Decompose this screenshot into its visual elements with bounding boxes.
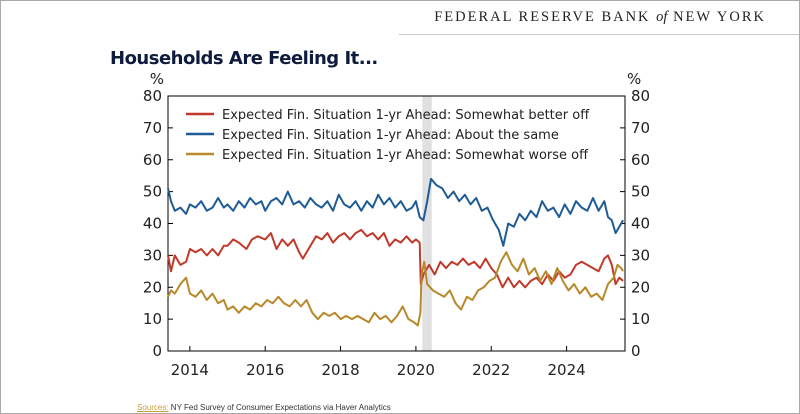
source-label: Sources: [137, 403, 169, 412]
y-tick-label-right: 10 [631, 310, 650, 328]
x-tick-label: 2020 [397, 361, 435, 379]
y-tick-label-left: 0 [152, 342, 162, 360]
y-tick-label-left: 70 [143, 119, 162, 137]
y-tick-label-right: 70 [631, 119, 650, 137]
x-tick-label: 2024 [548, 361, 586, 379]
x-tick-label: 2016 [246, 361, 284, 379]
y-tick-label-left: 10 [143, 310, 162, 328]
brand-main: FEDERAL RESERVE BANK [434, 9, 651, 25]
y-tick-label-left: 40 [143, 215, 162, 233]
y-tick-label-right: 20 [631, 278, 650, 296]
legend-label-better: Expected Fin. Situation 1-yr Ahead: Some… [222, 108, 590, 123]
y-tick-label-right: 80 [631, 87, 650, 105]
y-tick-label-right: 50 [631, 183, 650, 201]
legend-label-same: Expected Fin. Situation 1-yr Ahead: Abou… [222, 128, 559, 143]
y-tick-label-right: 40 [631, 215, 650, 233]
legend-label-worse: Expected Fin. Situation 1-yr Ahead: Some… [222, 148, 589, 163]
shaded-period [422, 96, 432, 351]
series-line-worse [167, 251, 624, 327]
y-unit-right: % [627, 70, 641, 88]
series-line-same [167, 177, 624, 247]
y-tick-label-left: 30 [143, 246, 162, 264]
y-tick-label-left: 50 [143, 183, 162, 201]
x-tick-label: 2014 [171, 361, 209, 379]
x-tick-label: 2022 [472, 361, 510, 379]
y-tick-label-left: 80 [143, 87, 162, 105]
brand-of: of [656, 9, 668, 25]
x-tick-label: 2018 [321, 361, 359, 379]
y-tick-label-right: 30 [631, 246, 650, 264]
y-tick-label-left: 60 [143, 151, 162, 169]
source-note: Sources: NY Fed Survey of Consumer Expec… [137, 403, 391, 412]
y-tick-label-left: 20 [143, 278, 162, 296]
brand-logo: FEDERAL RESERVE BANK of NEW YORK [434, 9, 766, 26]
source-text: NY Fed Survey of Consumer Expectations v… [168, 403, 391, 412]
y-tick-label-right: 0 [631, 342, 641, 360]
y-tick-label-right: 60 [631, 151, 650, 169]
series-line-better [167, 228, 624, 289]
y-unit-left: % [150, 70, 164, 88]
chart-title: Households Are Feeling It... [110, 48, 378, 69]
brand-end: NEW YORK [673, 9, 766, 25]
header-rule [399, 34, 799, 35]
